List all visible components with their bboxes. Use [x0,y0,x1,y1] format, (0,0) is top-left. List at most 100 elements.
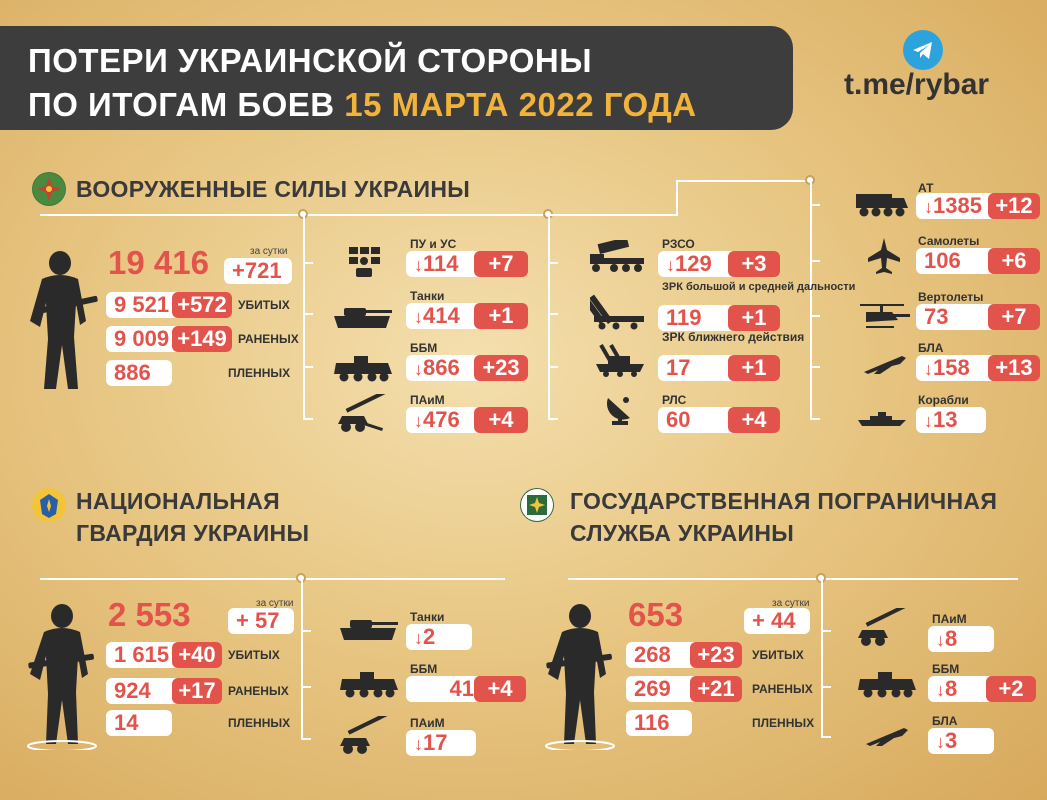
afu-col1-label-3: ПАиМ [410,393,445,407]
afu-connector [676,180,678,216]
border-wounded-label: РАНЕНЫХ [752,682,813,696]
afu-per-day: +721 [224,258,292,284]
afu-col1-line [303,214,305,419]
apc-icon [338,670,400,698]
afu-col1-delta-3: +4 [474,407,528,433]
border-label-0: ПАиМ [932,612,967,626]
afu-col3-label-3: БЛА [918,341,944,355]
afu-killed-delta: +572 [172,292,232,318]
down-arrow-icon: ↓ [414,411,423,431]
afu-col2-line [548,214,550,419]
helicopter-icon [852,302,912,330]
border-wounded-delta: +21 [690,676,742,702]
afu-connector [549,214,677,216]
afu-col1-label-1: Танки [410,289,445,303]
ng-total: 2 553 [108,596,191,633]
ng-label-1: ББМ [410,662,438,676]
afu-col1-value-0: ↓114 [406,251,482,277]
afu-col3-delta-1: +6 [988,248,1040,274]
afu-total: 19 416 [108,244,209,281]
ng-value-1: 41 [406,676,482,702]
border-title-line1: ГОСУДАРСТВЕННАЯ ПОГРАНИЧНАЯ [570,488,998,514]
down-arrow-icon: ↓ [414,307,423,327]
border-wounded: 269 [626,676,700,702]
afu-col3-label-2: Вертолеты [918,290,984,304]
connector-tick [821,686,831,688]
afu-col3-label-0: АТ [918,181,934,195]
down-arrow-icon: ↓ [414,255,423,275]
border-title-line2: СЛУЖБА УКРАИНЫ [570,520,795,546]
afu-col1-value-2: ↓866 [406,355,482,381]
afu-col2-value-1: 119 [658,305,738,331]
afu-col2-delta-3: +4 [728,407,780,433]
afu-connector [676,180,810,182]
ng-emblem-icon [32,488,66,522]
connector-tick [821,736,831,738]
ng-killed: 1 615 [106,642,186,668]
connector-tick [548,418,558,420]
afu-col1-value-1: ↓414 [406,303,482,329]
connector-tick [301,686,311,688]
short-range-sam-icon [592,338,648,378]
afu-col1-delta-0: +7 [474,251,528,277]
mlrs-icon [586,240,648,274]
border-value-0: ↓8 [928,626,994,652]
afu-col3-value-2: 73 [916,304,996,330]
afu-col3-label-1: Самолеты [918,234,980,248]
down-arrow-icon: ↓ [414,359,423,379]
connector-tick [303,418,313,420]
border-delta-1: +2 [986,676,1036,702]
afu-col1-delta-2: +23 [474,355,528,381]
afu-col3-label-4: Корабли [918,393,969,407]
border-captured-label: ПЛЕННЫХ [752,716,815,730]
header-title-line2: ПО ИТОГАМ БОЕВ 15 МАРТА 2022 ГОДА [28,86,697,123]
border-connector [568,578,1018,580]
down-arrow-icon: ↓ [936,680,945,700]
connector-tick [301,738,311,740]
afu-col2-delta-0: +3 [728,251,780,277]
ng-wounded-delta: +17 [172,678,222,704]
border-value-2: ↓3 [928,728,994,754]
afu-col1-value-3: ↓476 [406,407,482,433]
afu-col2-label-2: ЗРК ближнего действия [662,330,805,344]
tank-icon [336,614,400,642]
connector-tick [810,366,820,368]
border-value-1: ↓8 [928,676,994,702]
artillery-icon [854,608,916,648]
telegram-icon [903,30,943,70]
border-label-1: ББМ [932,662,960,676]
afu-title: ВООРУЖЕННЫЕ СИЛЫ УКРАИНЫ [76,176,471,202]
afu-wounded-delta: +149 [172,326,232,352]
afu-col2-label-1: ЗРК большой и средней дальности [662,281,856,293]
command-post-icon [346,244,382,280]
afu-col3-value-4: ↓13 [916,407,986,433]
ng-per-day: + 57 [228,608,294,634]
afu-col2-value-2: 17 [658,355,738,381]
truck-icon [854,190,910,218]
down-arrow-icon: ↓ [666,255,675,275]
ng-captured: 14 [106,710,172,736]
border-killed: 268 [626,642,700,668]
channel-link[interactable]: t.me/rybar [844,68,990,101]
down-arrow-icon: ↓ [924,359,933,379]
connector-tick [810,204,820,206]
afu-col2-delta-1: +1 [728,305,780,331]
down-arrow-icon: ↓ [924,197,933,217]
afu-col3-line [810,180,812,420]
afu-col2-value-0: ↓129 [658,251,738,277]
ng-wounded-label: РАНЕНЫХ [228,684,289,698]
afu-per-day-caption: за сутки [250,246,288,257]
afu-col3-delta-2: +7 [988,304,1040,330]
down-arrow-icon: ↓ [936,732,945,752]
artillery-icon [334,394,396,434]
afu-wounded-label: РАНЕНЫХ [238,332,299,346]
ng-value-2: ↓17 [406,730,476,756]
connector-tick [303,313,313,315]
tank-icon [330,302,394,330]
afu-col1-label-2: ББМ [410,341,438,355]
connector-tick [303,262,313,264]
ng-delta-1: +4 [474,676,526,702]
soldier-silhouette-icon [22,600,102,755]
connector-tick [301,630,311,632]
ng-killed-delta: +40 [172,642,222,668]
